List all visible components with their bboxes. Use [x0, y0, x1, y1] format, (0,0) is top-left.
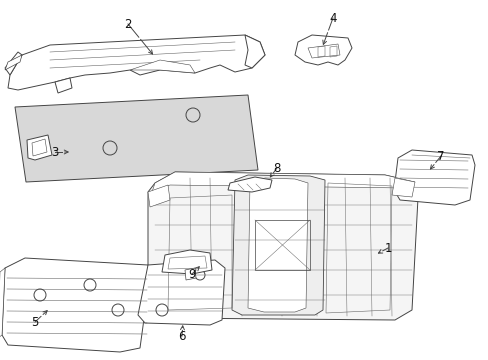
Polygon shape	[162, 250, 212, 274]
Polygon shape	[307, 44, 339, 58]
Text: 4: 4	[328, 12, 336, 24]
Polygon shape	[244, 35, 264, 68]
Text: 3: 3	[51, 145, 59, 158]
Polygon shape	[32, 139, 47, 156]
Text: 5: 5	[31, 315, 39, 328]
Text: 2: 2	[124, 18, 131, 31]
Polygon shape	[2, 258, 150, 352]
Polygon shape	[247, 178, 307, 312]
Polygon shape	[148, 172, 417, 320]
Polygon shape	[130, 60, 195, 73]
Polygon shape	[138, 260, 224, 325]
Polygon shape	[5, 52, 22, 75]
Text: 8: 8	[273, 162, 280, 175]
Polygon shape	[227, 177, 271, 192]
Polygon shape	[0, 268, 5, 338]
Polygon shape	[184, 268, 196, 280]
Polygon shape	[15, 95, 258, 182]
Polygon shape	[152, 172, 414, 192]
Text: 6: 6	[178, 329, 185, 342]
Polygon shape	[27, 135, 52, 160]
Polygon shape	[5, 55, 22, 70]
Text: 9: 9	[188, 267, 195, 280]
Polygon shape	[294, 35, 351, 65]
Polygon shape	[391, 178, 414, 197]
Polygon shape	[393, 150, 474, 205]
Text: 7: 7	[436, 149, 444, 162]
Polygon shape	[148, 185, 170, 207]
Polygon shape	[231, 175, 325, 315]
Polygon shape	[8, 35, 264, 90]
Text: 1: 1	[384, 242, 391, 255]
Polygon shape	[55, 78, 72, 93]
